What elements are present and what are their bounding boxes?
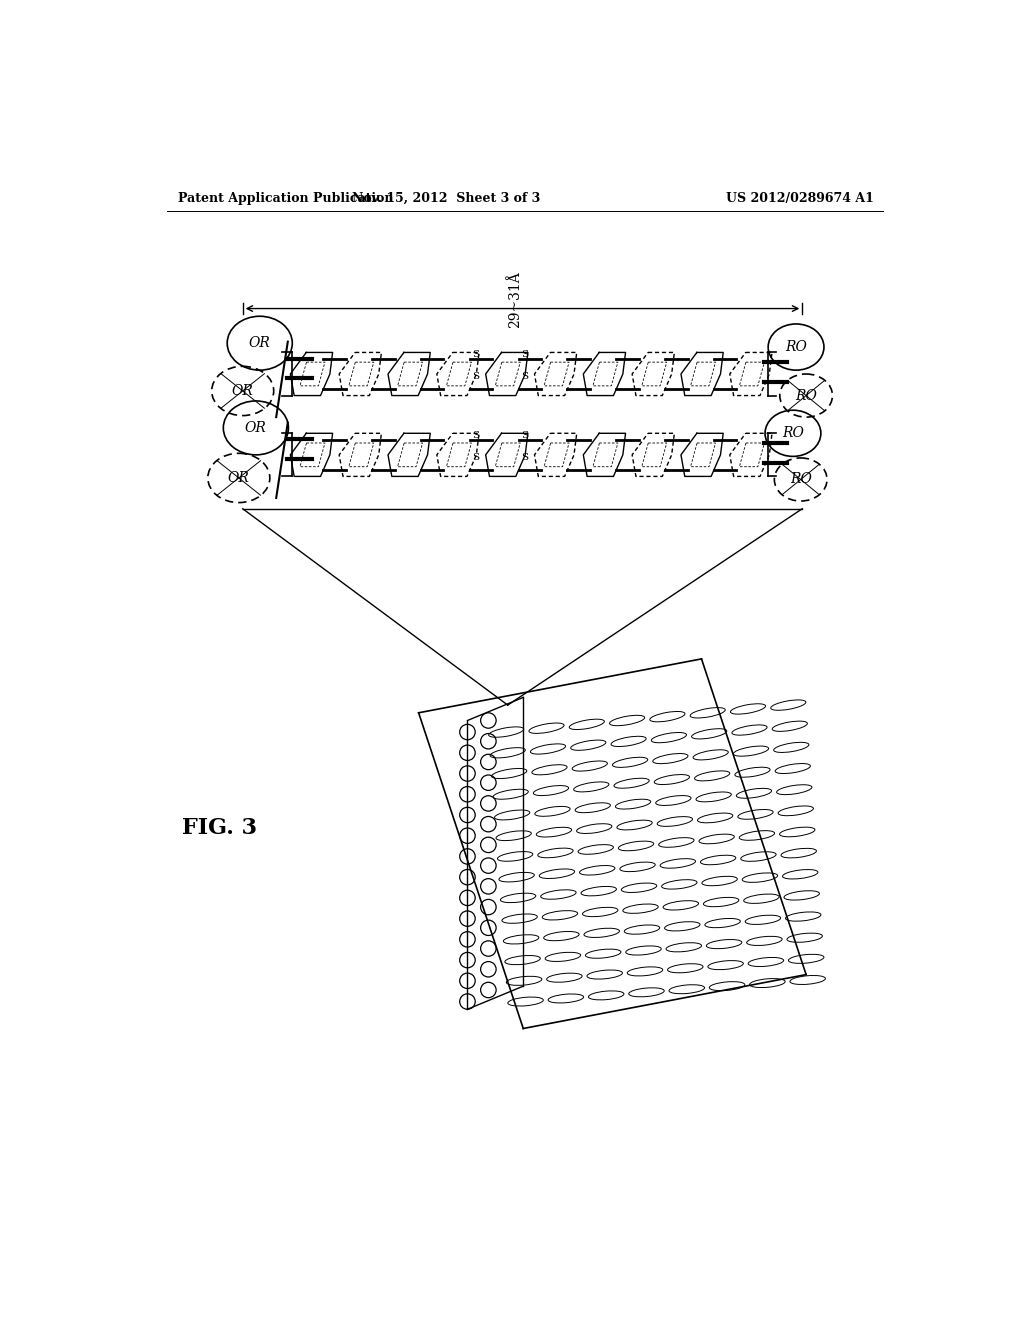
Text: S: S — [472, 430, 479, 440]
Text: S: S — [472, 453, 479, 462]
Text: S: S — [521, 350, 528, 359]
Text: S: S — [472, 350, 479, 359]
Text: Patent Application Publication: Patent Application Publication — [178, 191, 394, 205]
Text: S: S — [521, 430, 528, 440]
Text: S: S — [472, 372, 479, 380]
Text: OR: OR — [245, 421, 267, 434]
Text: S: S — [521, 372, 528, 380]
Text: RO: RO — [785, 341, 807, 354]
Text: RO: RO — [790, 473, 812, 487]
Text: S: S — [521, 453, 528, 462]
Text: FIG. 3: FIG. 3 — [182, 817, 257, 840]
Text: Nov. 15, 2012  Sheet 3 of 3: Nov. 15, 2012 Sheet 3 of 3 — [351, 191, 540, 205]
Text: OR: OR — [228, 471, 250, 484]
Text: 29~31Å: 29~31Å — [509, 271, 522, 327]
Text: RO: RO — [782, 426, 804, 441]
Text: US 2012/0289674 A1: US 2012/0289674 A1 — [726, 191, 873, 205]
Text: OR: OR — [249, 337, 270, 350]
Text: RO: RO — [796, 388, 817, 403]
Text: OR: OR — [231, 384, 254, 397]
